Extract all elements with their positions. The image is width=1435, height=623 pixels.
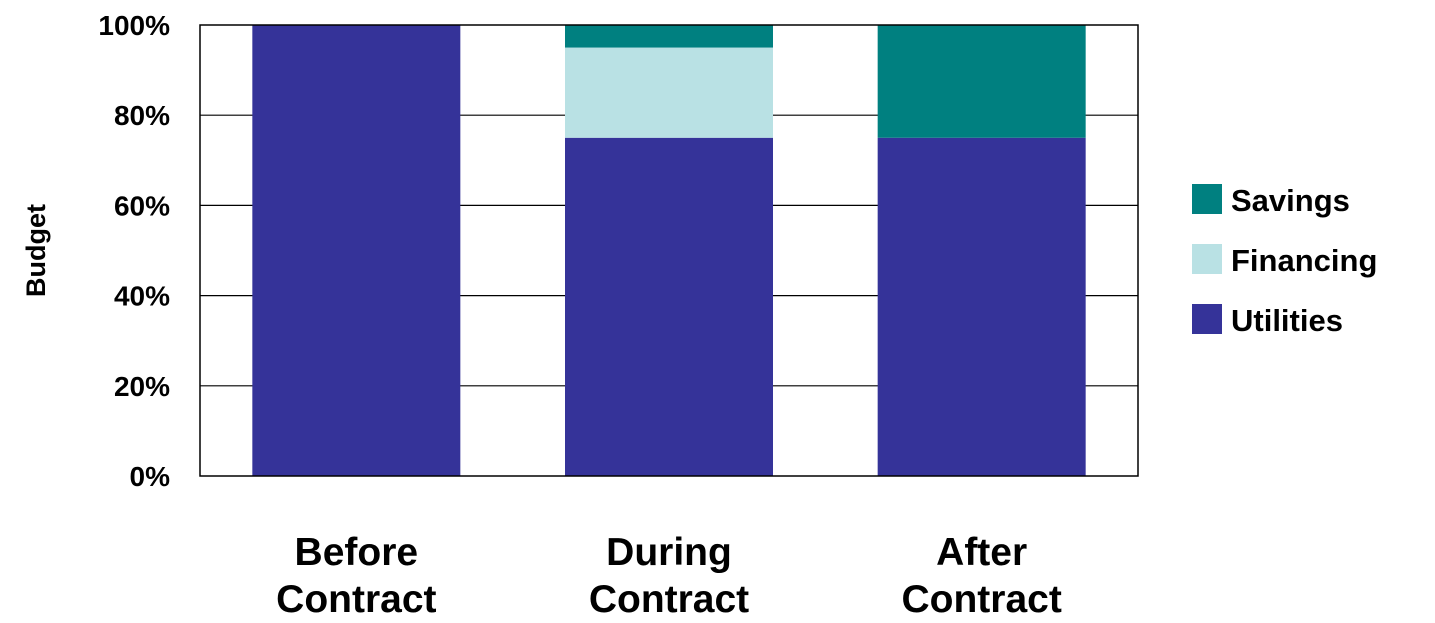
x-category-label: During Contract	[589, 531, 749, 621]
plot-area-frame	[199, 24, 1139, 477]
y-tick-label: 80%	[114, 100, 170, 131]
legend-item-financing: Financing	[1192, 243, 1377, 278]
legend: Savings Financing Utilities	[1192, 183, 1377, 338]
y-tick-label: 60%	[114, 190, 170, 221]
legend-label: Financing	[1231, 243, 1377, 278]
bar-segment-savings	[877, 25, 1086, 138]
x-category-label: After Contract	[901, 531, 1061, 621]
bar-segment-savings	[565, 25, 773, 48]
legend-swatch	[1192, 244, 1222, 274]
legend-label: Utilities	[1231, 303, 1343, 338]
bar-segment-utilities	[252, 25, 461, 476]
y-tick-label: 0%	[130, 461, 171, 492]
legend-item-utilities: Utilities	[1192, 303, 1343, 338]
bars	[252, 25, 1086, 476]
y-tick-label: 100%	[98, 10, 170, 41]
legend-swatch	[1192, 304, 1222, 334]
y-axis-ticks: 0% 20% 40% 60% 80% 100%	[98, 10, 170, 492]
bar-segment-utilities	[877, 137, 1086, 476]
y-tick-label: 20%	[114, 371, 170, 402]
legend-label: Savings	[1231, 183, 1350, 218]
x-category-label: Before Contract	[276, 531, 436, 621]
legend-swatch	[1192, 184, 1222, 214]
x-axis-categories: Before Contract During Contract After Contrac…	[276, 531, 1062, 621]
legend-item-savings: Savings	[1192, 183, 1350, 218]
bar-segment-financing	[565, 47, 773, 138]
y-axis-title: Budget	[21, 204, 51, 297]
y-tick-label: 40%	[114, 281, 170, 312]
bar-segment-utilities	[565, 137, 773, 476]
